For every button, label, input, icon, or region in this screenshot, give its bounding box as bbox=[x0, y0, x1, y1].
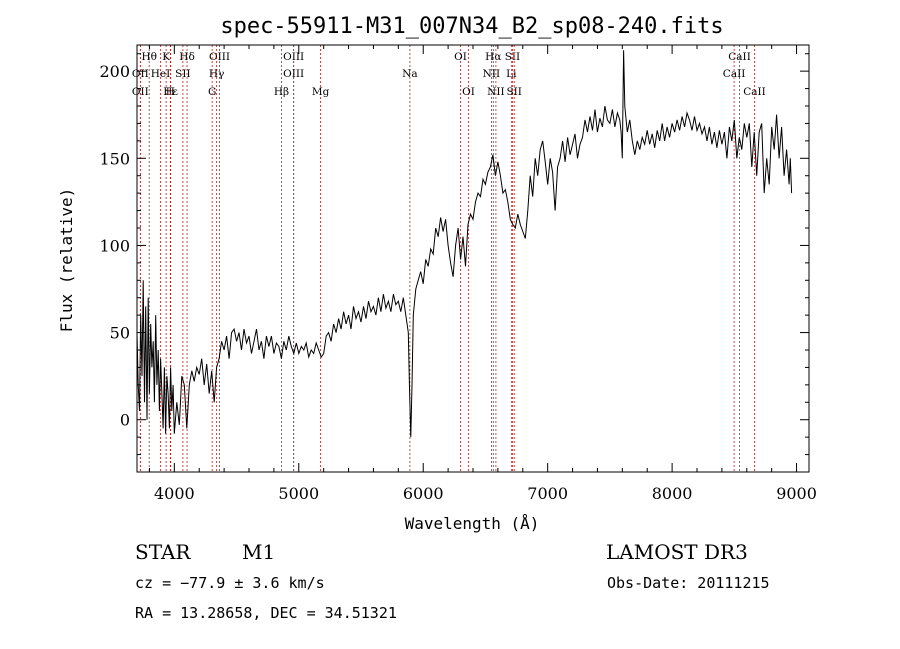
line-label-6: Hα bbox=[485, 51, 501, 63]
x-tick-label-3: 7000 bbox=[527, 484, 568, 503]
line-label-20: G bbox=[208, 86, 216, 98]
line-label-16: CaII bbox=[723, 68, 746, 80]
x-axis-ticks: 4000 5000 6000 7000 8000 9000 bbox=[148, 45, 817, 503]
x-tick-label-2: 6000 bbox=[403, 484, 444, 503]
line-label-19: H bbox=[166, 86, 175, 98]
line-label-25: NII bbox=[487, 86, 504, 98]
plot-frame bbox=[136, 44, 810, 473]
line-label-11: SII bbox=[175, 68, 191, 80]
line-label-23: Na bbox=[402, 68, 417, 80]
y-axis-label: Flux (relative) bbox=[57, 188, 76, 333]
y-axis-ticks: 0 50 100 150 200 bbox=[99, 53, 809, 456]
line-label-13: OIII bbox=[283, 68, 304, 80]
flux-series-line bbox=[136, 50, 793, 438]
coordinates-text: RA = 13.28658, DEC = 34.51321 bbox=[135, 604, 397, 622]
line-label-18: Hε bbox=[163, 86, 178, 98]
x-tick-label-1: 5000 bbox=[278, 484, 319, 503]
chart-title: spec-55911-M31_007N34_B2_sp08-240.fits bbox=[220, 14, 723, 39]
subclass-label: M1 bbox=[242, 540, 276, 564]
y-tick-label-1: 50 bbox=[110, 324, 130, 343]
line-label-24: OI bbox=[462, 86, 475, 98]
x-tick-label-5: 9000 bbox=[776, 484, 817, 503]
x-tick-label-4: 8000 bbox=[652, 484, 693, 503]
line-label-27: CaII bbox=[743, 86, 766, 98]
obs-date-text: Obs-Date: 20111215 bbox=[607, 574, 770, 592]
x-axis-label: Wavelength (Å) bbox=[405, 514, 540, 533]
line-label-22: Mg bbox=[312, 86, 330, 98]
line-label-21: Hβ bbox=[274, 86, 289, 98]
line-label-12: Hγ bbox=[209, 68, 224, 80]
line-label-14: NII bbox=[483, 68, 500, 80]
class-label: STAR bbox=[135, 540, 191, 564]
y-tick-label-0: 0 bbox=[120, 411, 130, 430]
line-label-0: Hθ bbox=[141, 51, 156, 63]
line-label-15: Li bbox=[506, 68, 517, 80]
line-label-10: HeI bbox=[151, 68, 171, 80]
line-label-5: OI bbox=[454, 51, 467, 63]
y-tick-label-4: 200 bbox=[99, 62, 130, 81]
y-tick-label-3: 150 bbox=[99, 149, 130, 168]
survey-label: LAMOST DR3 bbox=[606, 540, 748, 564]
line-label-2: Hδ bbox=[179, 51, 194, 63]
line-label-26: SII bbox=[506, 86, 522, 98]
line-label-1: K bbox=[162, 51, 170, 63]
y-tick-label-2: 100 bbox=[99, 236, 130, 255]
line-label-8: CaII bbox=[728, 51, 751, 63]
line-label-3: OIII bbox=[209, 51, 230, 63]
x-tick-label-0: 4000 bbox=[154, 484, 195, 503]
line-label-7: SII bbox=[505, 51, 521, 63]
line-label-17: OII bbox=[132, 86, 149, 98]
redshift-text: cz = −77.9 ± 3.6 km/s bbox=[135, 574, 325, 592]
